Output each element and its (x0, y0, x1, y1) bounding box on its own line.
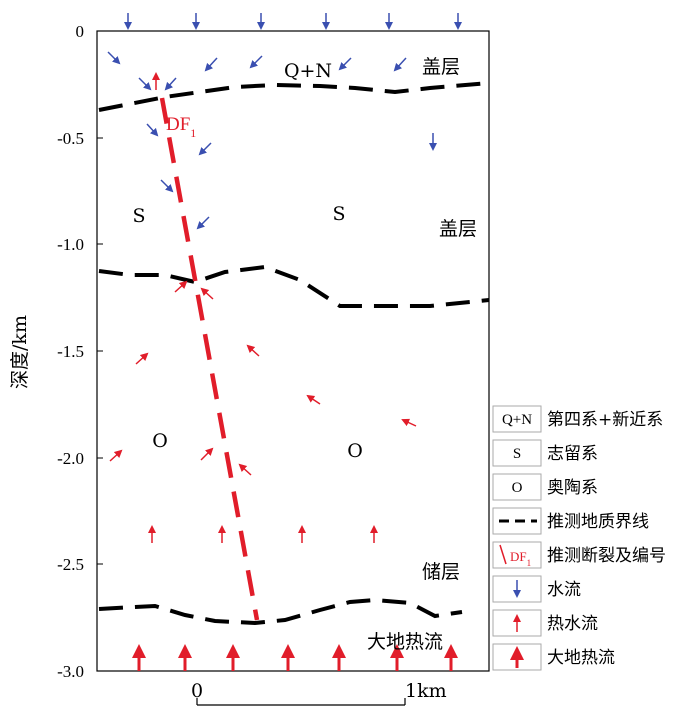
legend-label: 推测地质界线 (547, 512, 649, 532)
hot-water-arrows (109, 72, 417, 543)
water-arrow-icon (196, 216, 210, 230)
legend-fault-label: DF1 (510, 549, 531, 568)
label-cap-top: 盖层 (422, 56, 460, 78)
legend-label: 推测断裂及编号 (547, 546, 666, 566)
legend-symbol-s: S (513, 446, 521, 462)
fault-df1-line (159, 97, 260, 621)
water-arrow-icon (107, 51, 121, 65)
water-arrow-icon (198, 142, 212, 156)
scale-bar-start: 0 (191, 680, 203, 702)
water-arrow-icon (204, 57, 218, 72)
y-tick-label: -0.5 (57, 129, 84, 148)
y-tick-label: -1.0 (57, 235, 84, 254)
y-tick-label: -3.0 (57, 662, 84, 681)
water-arrow-icon (249, 55, 263, 69)
label-cap-mid: 盖层 (439, 218, 477, 240)
water-arrow-icon (338, 57, 352, 71)
hot-arrow-icon (109, 449, 123, 462)
label-o-left: O (152, 430, 168, 452)
y-tick-label: -1.5 (57, 342, 84, 361)
fault-df1-label: DF1 (166, 114, 196, 140)
water-arrow-icon (138, 77, 152, 91)
y-axis-title: 深度/km (9, 315, 31, 389)
boundary-top (98, 81, 490, 112)
legend-symbol-qn: Q+N (502, 412, 532, 428)
y-tick-label: -2.0 (57, 449, 84, 468)
legend-label: 水流 (547, 580, 581, 600)
scale-bar: 0 1km (191, 680, 447, 706)
legend: Q+N 第四系+新近系 S 志留系 O 奥陶系 推测地质界线 DF1 推测断裂及… (492, 405, 666, 671)
label-qn: Q+N (284, 60, 332, 82)
scale-bar-end: 1km (405, 680, 447, 702)
y-axis: 0 -0.5 -1.0 -1.5 -2.0 -2.5 -3.0 深度/km (9, 22, 103, 681)
legend-swatch (492, 439, 542, 467)
hot-arrow-icon (246, 344, 260, 357)
water-arrow-icon (160, 179, 174, 193)
hot-arrow-icon (174, 280, 188, 293)
label-o-right: O (347, 440, 363, 462)
water-flow-arrows (107, 13, 462, 230)
legend-fault-icon (499, 544, 507, 565)
label-reservoir: 储层 (422, 561, 460, 583)
water-arrow-icon (393, 57, 407, 72)
legend-label: 志留系 (547, 444, 598, 464)
hot-arrow-icon (238, 463, 252, 476)
legend-symbol-o: O (512, 480, 523, 496)
boundary-lines (98, 81, 490, 626)
legend-label: 第四系+新近系 (547, 410, 663, 430)
hot-arrow-icon (200, 287, 214, 300)
hot-arrow-icon (200, 447, 214, 461)
y-tick-label: -2.5 (57, 555, 84, 574)
legend-label: 热水流 (547, 614, 598, 634)
hot-arrow-icon (306, 394, 321, 405)
legend-swatch (492, 473, 542, 501)
heat-flow-arrows (132, 644, 458, 671)
hot-arrow-icon (401, 418, 417, 427)
boundary-bottom (98, 597, 463, 626)
label-heat-flow: 大地热流 (367, 631, 443, 653)
legend-label: 奥陶系 (547, 478, 598, 498)
boundary-middle (98, 264, 490, 308)
water-arrow-icon (164, 77, 177, 91)
hot-arrow-icon (135, 352, 149, 365)
label-s-right: S (332, 203, 345, 225)
stratum-labels: Q+N 盖层 S S 盖层 O O 储层 大地热流 (132, 56, 477, 653)
water-arrow-icon (146, 123, 159, 137)
legend-swatch (492, 405, 542, 433)
y-tick-label: 0 (76, 22, 85, 41)
label-s-left: S (132, 205, 145, 227)
legend-label: 大地热流 (547, 648, 615, 668)
